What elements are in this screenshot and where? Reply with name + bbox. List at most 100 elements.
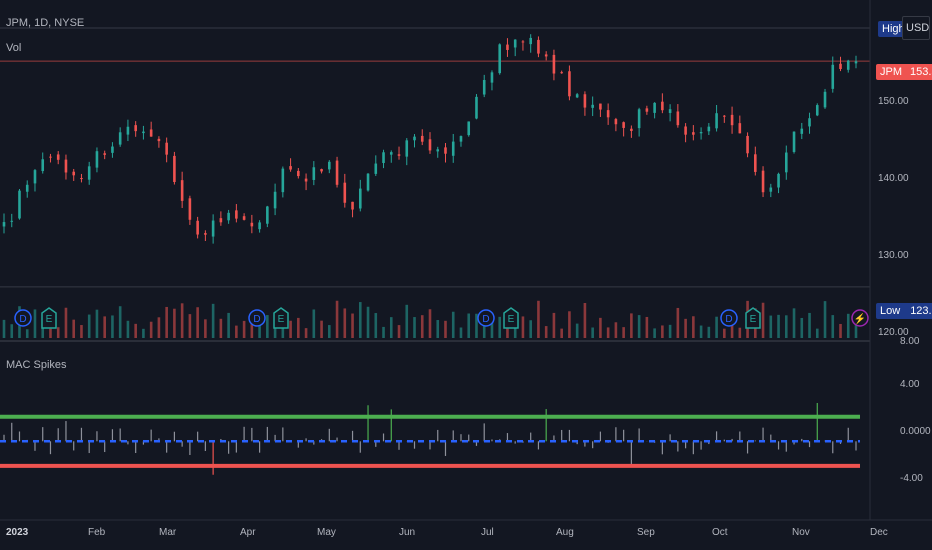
- volume-bar: [506, 326, 509, 338]
- candle-body: [630, 128, 633, 131]
- candle-body: [235, 210, 238, 219]
- candle-body: [180, 180, 184, 201]
- candle-body: [374, 163, 378, 174]
- volume-bar: [111, 315, 114, 338]
- candle-body: [18, 190, 21, 219]
- volume-bar: [730, 314, 734, 338]
- volume-bar: [544, 326, 548, 338]
- volume-bar: [64, 307, 68, 338]
- last-price-value: 153.54: [910, 66, 932, 78]
- volume-bar: [219, 318, 223, 338]
- candle-body: [513, 39, 517, 48]
- candle-body: [738, 123, 742, 134]
- volume-bar: [25, 329, 29, 338]
- dividend-marker-shape: [248, 309, 266, 327]
- volume-bar: [676, 307, 680, 338]
- dividend-event-icon[interactable]: D: [477, 309, 495, 327]
- candle-body: [428, 139, 432, 151]
- last-price-badge: JPM 153.54: [876, 64, 932, 80]
- time-tick: Feb: [88, 527, 106, 538]
- candle-body: [467, 121, 471, 136]
- candle-body: [204, 233, 207, 235]
- volume-label[interactable]: Vol: [6, 42, 22, 54]
- high-badge[interactable]: High: [878, 21, 909, 37]
- candle-body: [242, 216, 246, 220]
- volume-bar: [769, 315, 773, 338]
- dividend-event-icon[interactable]: D: [720, 309, 738, 327]
- candle-body: [846, 60, 850, 70]
- candle-body: [188, 198, 192, 220]
- candle-body: [521, 41, 525, 43]
- candle-body: [87, 166, 91, 180]
- volume-bar: [839, 323, 842, 338]
- candle-body: [754, 154, 757, 172]
- candle-body: [777, 173, 780, 188]
- candle-body: [645, 108, 649, 112]
- volume-bar: [808, 312, 811, 338]
- candle-body: [475, 96, 478, 119]
- volume-bar: [668, 324, 672, 338]
- candle-body: [537, 39, 540, 54]
- volume-bar: [103, 316, 106, 338]
- volume-bar: [142, 328, 145, 338]
- candle-body: [80, 178, 83, 180]
- dividend-event-icon[interactable]: D: [14, 309, 32, 327]
- candle-body: [328, 161, 331, 170]
- volume-bar: [513, 319, 517, 338]
- candle-body: [583, 94, 587, 108]
- earnings-event-icon[interactable]: E: [503, 307, 519, 329]
- earnings-event-icon[interactable]: E: [273, 307, 289, 329]
- candle-body: [103, 153, 106, 155]
- volume-bar: [490, 312, 494, 338]
- symbol-line[interactable]: JPM, 1D, NYSE: [6, 17, 85, 29]
- candle-body: [831, 64, 835, 89]
- currency-button[interactable]: USD: [902, 16, 930, 40]
- candle-body: [746, 135, 749, 154]
- split-event-icon[interactable]: ⚡: [851, 309, 869, 327]
- split-marker-glyph: ⚡: [854, 312, 866, 325]
- earnings-event-icon[interactable]: E: [41, 307, 57, 329]
- candle-body: [2, 222, 6, 227]
- volume-bar: [266, 315, 269, 338]
- candle-body: [622, 122, 625, 128]
- candle-body: [784, 152, 788, 173]
- time-tick: May: [317, 527, 336, 538]
- indicator-bands: [0, 414, 860, 468]
- candle-body: [335, 160, 339, 185]
- volume-bar: [467, 313, 471, 338]
- time-tick-year: 2023: [6, 527, 29, 538]
- volume-bar: [521, 316, 525, 338]
- candle-body: [405, 140, 409, 157]
- candle-body: [839, 63, 842, 69]
- candle-body: [529, 37, 532, 45]
- volume-bar: [56, 327, 60, 338]
- candle-body: [653, 102, 656, 113]
- candle-body: [351, 201, 354, 210]
- volume-bar: [537, 300, 540, 338]
- volume-bar: [297, 317, 300, 338]
- indicator-title[interactable]: MAC Spikes: [6, 359, 67, 371]
- candle-body: [366, 173, 370, 191]
- volume-bar: [188, 314, 192, 338]
- volume-bar: [72, 319, 76, 338]
- earnings-event-icon[interactable]: E: [745, 307, 761, 329]
- volume-bar: [761, 302, 765, 338]
- time-tick: Apr: [240, 527, 256, 538]
- candle-body: [761, 170, 765, 193]
- candle-body: [420, 135, 424, 142]
- earnings-marker-glyph: E: [46, 314, 53, 325]
- candle-body: [196, 220, 199, 235]
- time-tick: Jul: [481, 527, 494, 538]
- volume-bar: [328, 325, 331, 338]
- volume-bar: [428, 309, 432, 338]
- dividend-event-icon[interactable]: D: [248, 309, 266, 327]
- volume-bar: [397, 325, 401, 338]
- event-markers: D E D E D E D E ⚡: [14, 307, 869, 329]
- volume-bar: [606, 327, 610, 338]
- price-tick: 140.00: [878, 173, 909, 184]
- volume-bar: [134, 323, 137, 338]
- candle-body: [111, 146, 114, 153]
- candle-body: [692, 132, 695, 135]
- candle-body: [707, 126, 711, 132]
